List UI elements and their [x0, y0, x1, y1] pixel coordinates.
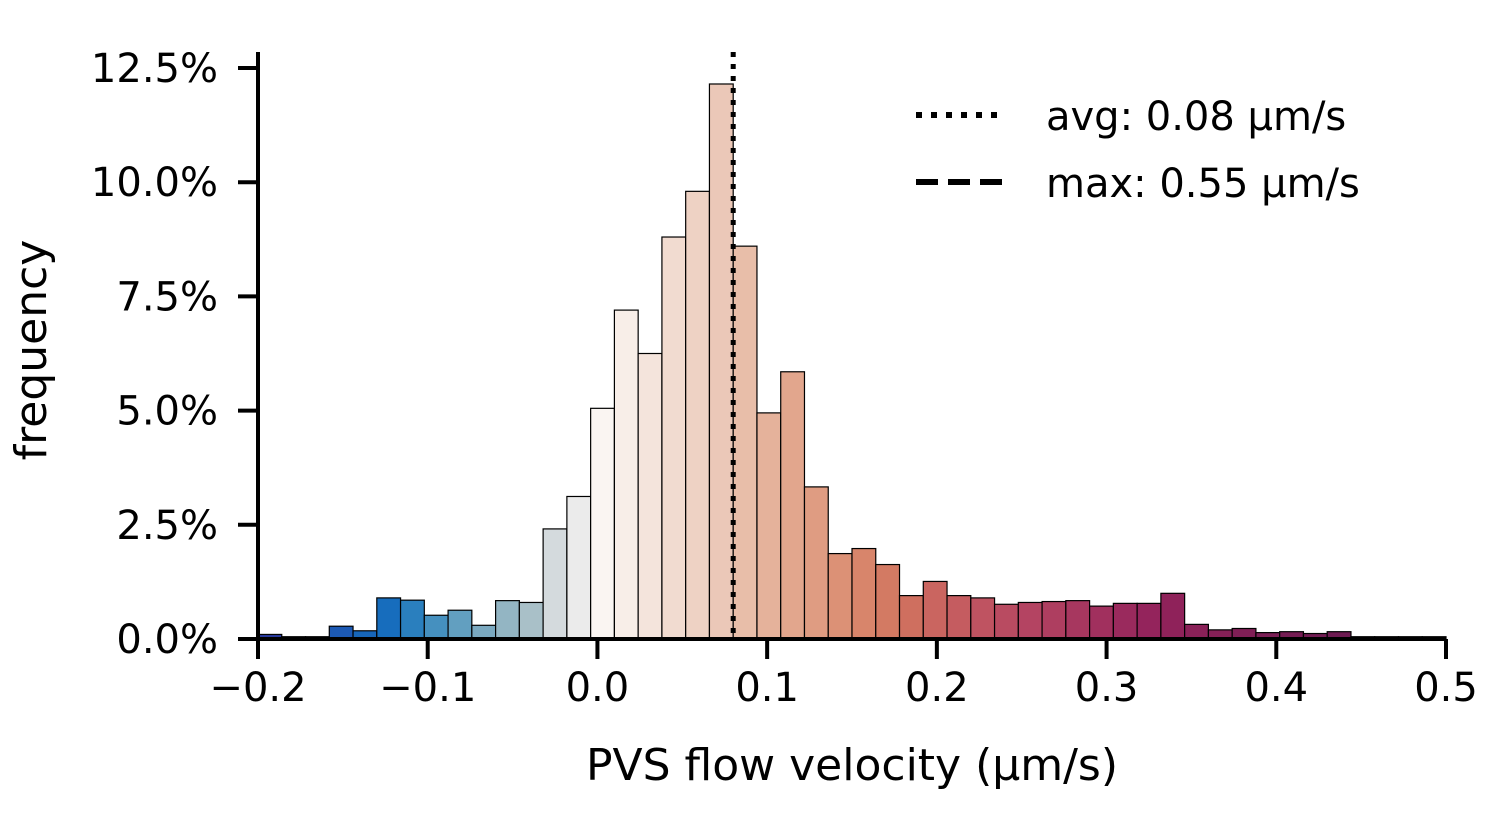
histogram-bar — [447, 609, 473, 640]
histogram-bar — [1160, 592, 1186, 640]
x-axis-label: PVS flow velocity (μm/s) — [586, 740, 1118, 791]
histogram-bar — [970, 597, 996, 640]
y-tick-label: 0.0% — [116, 617, 218, 663]
histogram-bar — [993, 603, 1019, 640]
histogram-bar — [637, 352, 663, 640]
histogram-bar — [590, 407, 616, 640]
x-axis-ticks: −0.2 −0.1 0.0 0.1 0.2 0.3 0.4 0.5 — [209, 639, 1478, 711]
histogram-bar — [1065, 600, 1091, 640]
y-tick-label: 12.5% — [91, 46, 218, 92]
histogram-bar — [1017, 601, 1043, 640]
histogram-bar — [542, 528, 568, 640]
histogram-bar — [732, 245, 758, 640]
x-tick-label: 0.0 — [566, 665, 630, 711]
histogram-bar — [399, 599, 425, 640]
x-tick-label: 0.3 — [1075, 665, 1139, 711]
histogram-bar — [922, 580, 948, 640]
histogram-bar — [803, 486, 829, 640]
histogram-bar — [875, 563, 901, 640]
x-tick-label: 0.2 — [905, 665, 969, 711]
y-tick-label: 2.5% — [116, 503, 218, 549]
histogram-bar — [471, 624, 497, 640]
histogram-bar — [946, 594, 972, 640]
y-tick-label: 5.0% — [116, 389, 218, 435]
x-tick-label: −0.1 — [379, 665, 476, 711]
x-tick-label: 0.1 — [735, 665, 799, 711]
histogram-bar — [1112, 602, 1138, 640]
histogram-bar — [423, 614, 449, 640]
legend-avg-label: avg: 0.08 μm/s — [1046, 94, 1346, 140]
histogram-bar — [566, 495, 592, 640]
histogram-bar — [1088, 605, 1114, 640]
histogram-bar — [1136, 602, 1162, 640]
y-tick-label: 10.0% — [91, 160, 218, 206]
histogram-bars — [257, 83, 1447, 640]
legend-max-label: max: 0.55 μm/s — [1046, 161, 1360, 207]
histogram-bar — [851, 547, 877, 640]
histogram-bar — [827, 552, 853, 640]
histogram-bar — [1041, 600, 1067, 640]
y-tick-label: 7.5% — [116, 274, 218, 320]
histogram-bar — [756, 412, 782, 640]
histogram-bar — [780, 371, 806, 640]
histogram-bar — [518, 601, 544, 640]
histogram-bar — [685, 190, 711, 640]
histogram-bar — [376, 597, 402, 640]
histogram-bar — [898, 594, 924, 640]
x-tick-label: 0.4 — [1244, 665, 1308, 711]
y-axis-ticks: 0.0% 2.5% 5.0% 7.5% 10.0% 12.5% — [91, 46, 258, 663]
histogram-bar — [495, 600, 520, 640]
histogram-bar — [708, 83, 734, 640]
legend: avg: 0.08 μm/s max: 0.55 μm/s — [916, 94, 1360, 207]
histogram-bar — [661, 236, 687, 640]
histogram-bar — [613, 309, 639, 640]
axes — [256, 52, 1446, 641]
y-axis-label: frequency — [6, 240, 57, 461]
histogram-bar — [1184, 623, 1210, 640]
x-tick-label: 0.5 — [1414, 665, 1478, 711]
x-tick-label: −0.2 — [209, 665, 306, 711]
